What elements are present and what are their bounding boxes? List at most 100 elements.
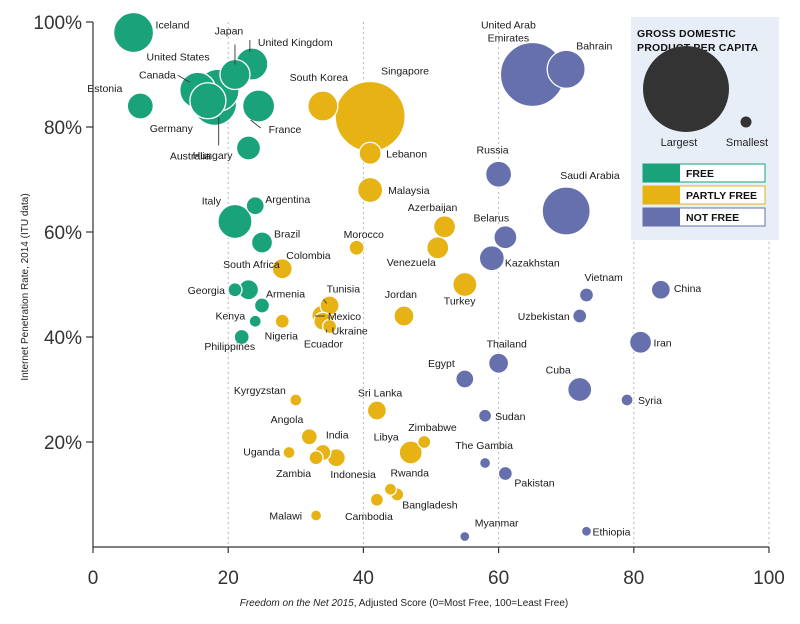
- bubble-myanmar: [459, 530, 471, 543]
- bubble-kenya: [248, 314, 262, 328]
- bubble-turkey: [452, 271, 478, 298]
- bubble-ethiopia: [580, 525, 593, 537]
- legend-swatch-not-free: [643, 208, 680, 226]
- bubble-angola: [300, 428, 318, 446]
- label-china: China: [674, 283, 702, 295]
- x-axis-title-italic: Freedom on the Net 2015: [240, 598, 354, 609]
- bubble-germany: [189, 82, 227, 120]
- label-cambodia: Cambodia: [345, 511, 393, 523]
- label-united-states: United States: [147, 51, 210, 63]
- label-malawi: Malawi: [269, 511, 302, 523]
- x-tick-label-0: 0: [88, 568, 99, 589]
- country-labels: Iceland Estonia Japan United Kingdom United …: [87, 20, 701, 539]
- label-angola: Angola: [271, 414, 304, 426]
- label-singapore: Singapore: [381, 66, 429, 78]
- bubble-armenia: [253, 297, 271, 314]
- label-ukraine: Ukraine: [332, 326, 368, 338]
- x-axis-title: Freedom on the Net 2015, Adjusted Score …: [240, 598, 569, 609]
- label-australia: Australia: [170, 150, 211, 162]
- y-tick-label-20: 20%: [44, 433, 82, 454]
- legend-swatch-free: [643, 164, 680, 182]
- bubble-sri-lanka: [366, 400, 388, 421]
- y-tick-label-60: 60%: [44, 223, 82, 244]
- bubble-lebanon: [358, 141, 382, 165]
- bubble-egypt: [455, 369, 475, 389]
- label-belarus: Belarus: [474, 212, 510, 224]
- label-kazakhstan: Kazakhstan: [505, 257, 560, 269]
- label-philippines: Philippines: [204, 341, 255, 353]
- label-georgia: Georgia: [188, 285, 226, 297]
- label-bahrain: Bahrain: [576, 40, 612, 52]
- label-hungary: Hungary: [193, 150, 233, 162]
- label-iceland: Iceland: [156, 20, 190, 32]
- legend-title-line1: GROSS DOMESTIC: [637, 28, 736, 40]
- bubble-georgia: [227, 282, 243, 298]
- bubble-bahrain: [546, 49, 586, 89]
- legend-swatch-partly-free: [643, 186, 680, 204]
- bubble-zambia: [308, 450, 324, 466]
- label-egypt: Egypt: [428, 358, 455, 370]
- bubble-sudan: [477, 408, 493, 423]
- label-saudi-arabia: Saudi Arabia: [560, 170, 620, 182]
- bubble-argentina: [245, 196, 265, 216]
- label-mexico: Mexico: [328, 311, 361, 323]
- bubble-colombia: [271, 258, 293, 280]
- label-germany: Germany: [150, 123, 194, 135]
- y-tick-label-100: 100%: [33, 13, 82, 34]
- bubble-philippines: [233, 328, 250, 346]
- label-south-korea: South Korea: [290, 72, 349, 84]
- label-azerbaijan: Azerbaijan: [408, 202, 458, 214]
- bubble-iceland: [112, 11, 155, 54]
- leader-canada: [177, 74, 191, 83]
- y-axis-title: Internet Penetration Rate, 2014 (ITU dat…: [20, 193, 31, 380]
- label-indonesia: Indonesia: [330, 469, 376, 481]
- bubble-vietnam: [578, 287, 595, 303]
- label-italy: Italy: [202, 196, 222, 208]
- legend-label-partly-free: PARTLY FREE: [686, 190, 757, 202]
- bubble-france: [241, 89, 276, 123]
- label-canada: Canada: [139, 69, 176, 81]
- label-armenia: Armenia: [266, 289, 305, 301]
- legend-label-free: FREE: [686, 168, 714, 180]
- legend-smallest-label: Smallest: [726, 137, 768, 149]
- label-zambia: Zambia: [276, 468, 311, 480]
- bubble-brazil: [250, 231, 274, 254]
- label-united-arab-emirates: United Arab Emirates: [481, 20, 536, 45]
- bubbles: [112, 11, 671, 543]
- bubble-thailand: [487, 352, 510, 374]
- legend-smallest-bubble: [740, 116, 752, 128]
- label-sri-lanka: Sri Lanka: [358, 388, 403, 400]
- label-thailand: Thailand: [487, 338, 527, 350]
- bubble-hungary: [235, 135, 262, 161]
- label-line: Emirates: [488, 33, 529, 45]
- bubble-nigeria: [274, 313, 290, 329]
- legend-categories: FREE PARTLY FREE NOT FREE: [642, 163, 766, 227]
- bubble-estonia: [126, 92, 154, 120]
- label-france: France: [269, 124, 302, 136]
- label-tunisia: Tunisia: [327, 284, 361, 296]
- x-tick-label-80: 80: [623, 568, 644, 589]
- x-tick-label-40: 40: [353, 568, 374, 589]
- axes: [92, 22, 769, 548]
- bubble-morocco: [348, 239, 365, 256]
- label-colombia: Colombia: [286, 250, 331, 262]
- bubble-malawi: [309, 509, 323, 522]
- label-jordan: Jordan: [385, 289, 417, 301]
- leader-lines: [177, 40, 328, 333]
- grid: [86, 21, 770, 553]
- bubble-zimbabwe: [417, 434, 432, 450]
- bubble-kazakhstan: [478, 245, 505, 272]
- bubble-pakistan: [497, 465, 514, 482]
- tick-labels: 0 20 40 60 80 100 20% 40% 60% 80% 100%: [33, 13, 784, 589]
- label-japan: Japan: [215, 26, 244, 38]
- legend: GROSS DOMESTIC PRODUCT PER CAPITA Larges…: [631, 17, 779, 240]
- bubble-the-gambia: [478, 456, 492, 470]
- label-cuba: Cuba: [546, 365, 571, 377]
- bubble-libya: [398, 440, 423, 465]
- label-malaysia: Malaysia: [388, 185, 430, 197]
- label-zimbabwe: Zimbabwe: [408, 422, 457, 434]
- label-brazil: Brazil: [274, 229, 300, 241]
- bubble-iran: [628, 330, 653, 354]
- bubble-cuba: [567, 376, 593, 403]
- leader-tunisia: [323, 299, 327, 304]
